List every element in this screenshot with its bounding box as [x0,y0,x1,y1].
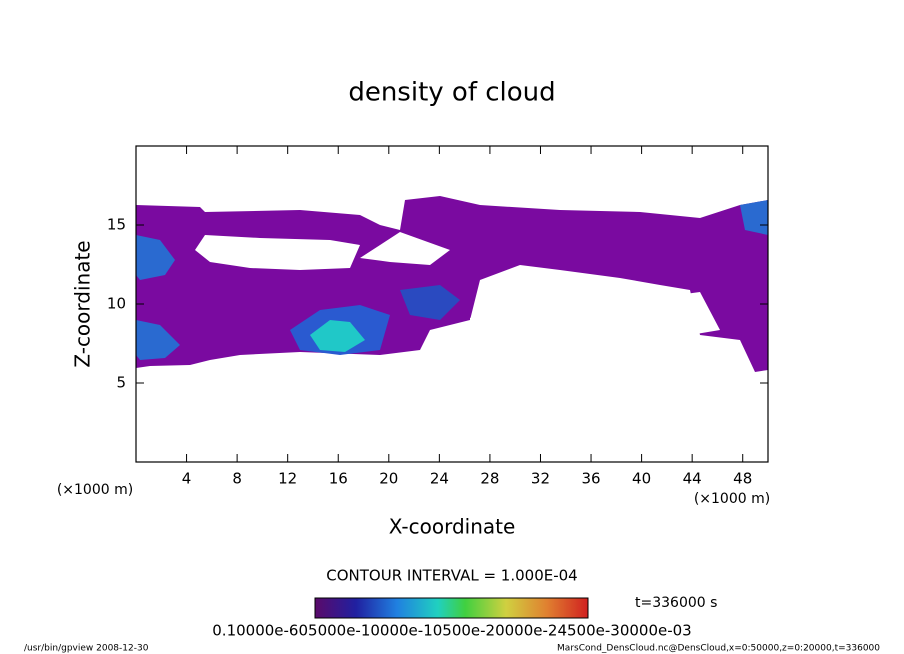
x-tick-label: 40 [632,470,651,488]
footer-left: /usr/bin/gpview 2008-12-30 [24,644,149,654]
x-tick-label: 24 [430,470,449,488]
x-tick-label: 4 [182,470,192,488]
x-tick-label: 16 [329,470,348,488]
x-tick-label: 28 [480,470,499,488]
colorbar-labels: 0.10000e-605000e-10000e-10500e-20000e-24… [212,622,691,640]
x-unit: (×1000 m) [694,491,770,507]
contour-interval: CONTOUR INTERVAL = 1.000E-04 [326,567,577,585]
y-tick-label: 5 [116,374,126,392]
y-axis-label: Z-coordinate [71,240,95,367]
colorbar [314,597,589,619]
y-tick-label: 10 [107,295,126,313]
y-tick-label: 15 [107,216,126,234]
x-tick-label: 32 [531,470,550,488]
x-tick-label: 44 [683,470,702,488]
x-axis-label: X-coordinate [389,515,516,539]
chart-title: density of cloud [348,78,555,108]
time-label: t=336000 s [635,595,717,611]
x-tick-label: 48 [733,470,752,488]
footer-right: MarsCond_DensCloud.nc@DensCloud,x=0:5000… [557,644,880,654]
x-tick-label: 12 [278,470,297,488]
x-tick-label: 20 [379,470,398,488]
x-tick-label: 8 [232,470,242,488]
y-unit: (×1000 m) [57,482,133,498]
x-tick-label: 36 [581,470,600,488]
cloud-field [136,196,768,372]
